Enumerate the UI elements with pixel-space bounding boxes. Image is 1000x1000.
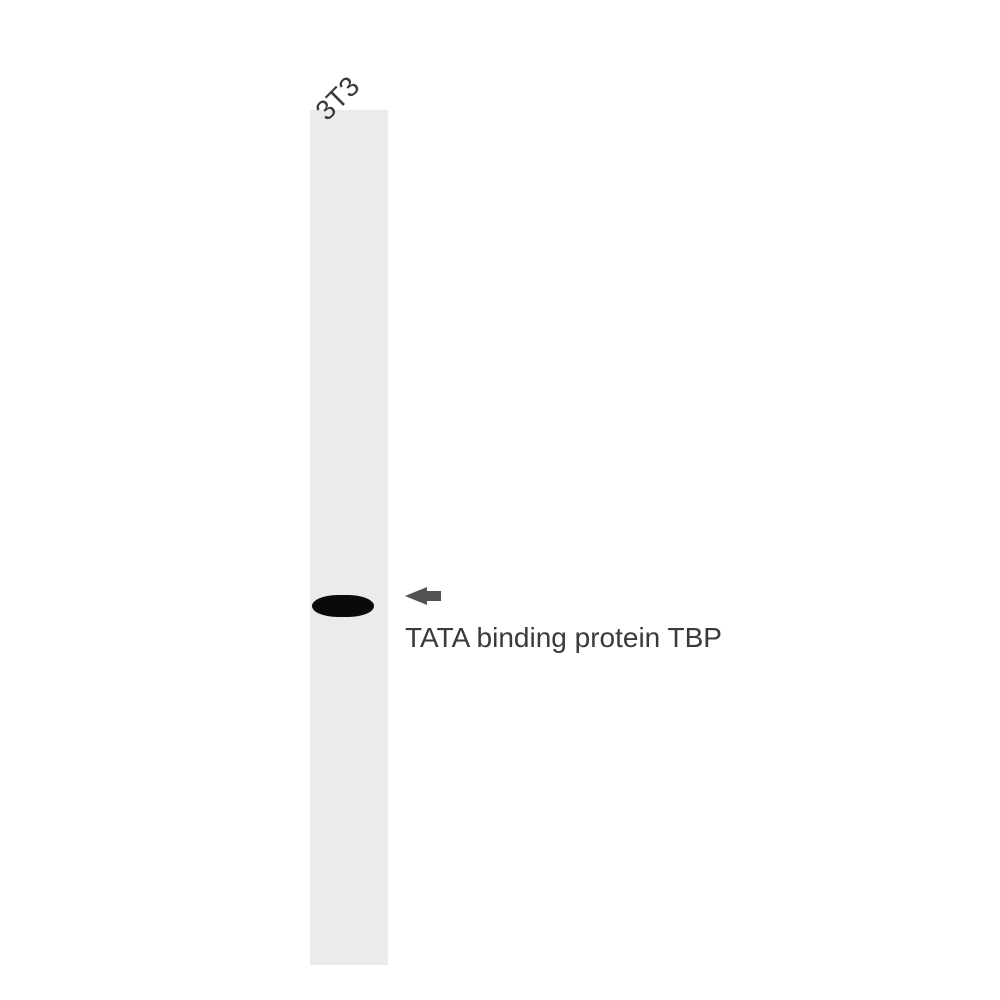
band-annotation: TATA binding protein TBP bbox=[405, 622, 722, 654]
band-arrow-icon bbox=[405, 587, 427, 605]
blot-lane bbox=[310, 110, 388, 965]
protein-band bbox=[312, 595, 374, 617]
